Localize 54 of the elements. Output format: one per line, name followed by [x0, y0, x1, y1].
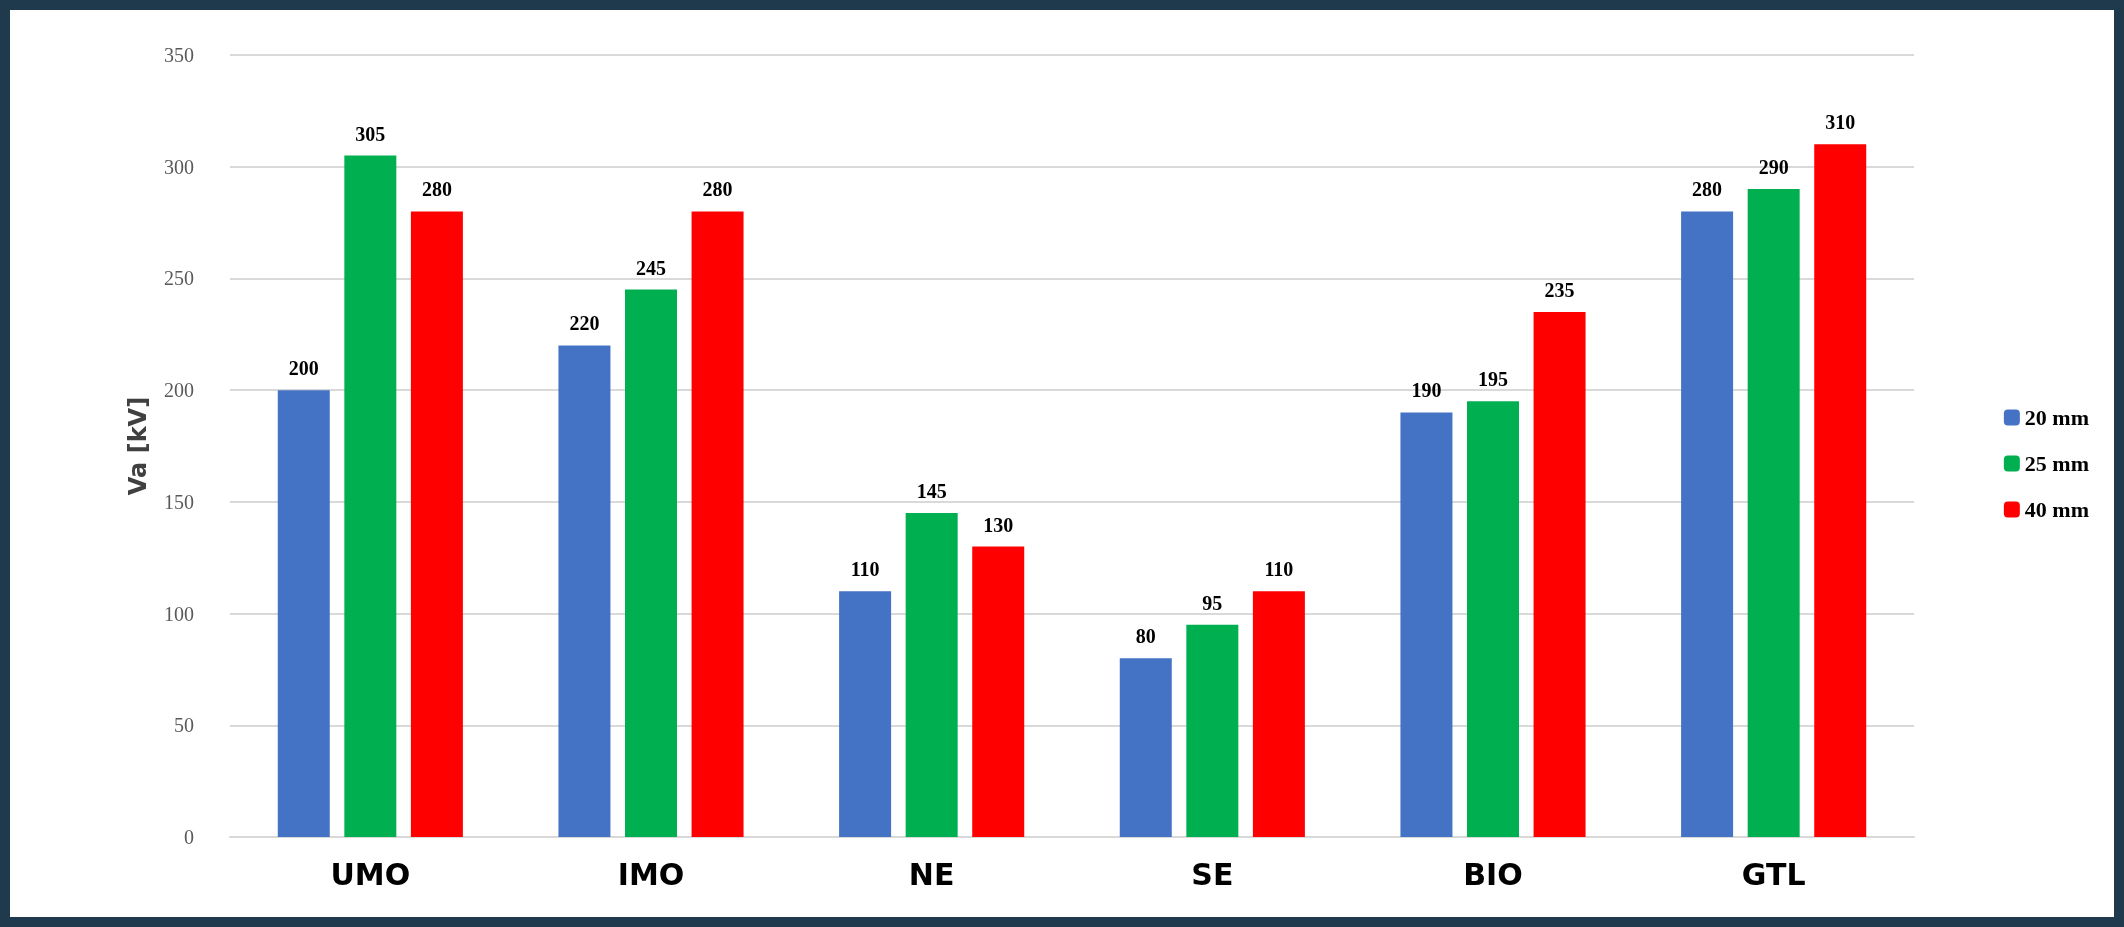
y-axis-title: Va [kV]: [124, 396, 152, 496]
y-tick-label: 350: [164, 44, 194, 66]
legend-label: 40 mm: [2024, 497, 2089, 522]
data-label: 280: [421, 178, 452, 201]
data-label: 220: [569, 312, 600, 335]
legend-label: 25 mm: [2024, 451, 2089, 476]
bar: [410, 211, 463, 837]
data-label: 305: [355, 122, 386, 145]
bar: [691, 211, 744, 837]
bar: [558, 345, 611, 837]
x-tick-label: GTL: [1741, 856, 1806, 892]
x-tick-label: IMO: [617, 856, 685, 892]
y-tick-label: 50: [174, 714, 194, 737]
data-label: 290: [1758, 156, 1789, 179]
bar: [1681, 211, 1734, 837]
x-tick-label: BIO: [1463, 856, 1523, 892]
data-label: 145: [916, 480, 947, 503]
bar: [1400, 412, 1453, 837]
x-tick-label: SE: [1191, 856, 1234, 892]
bar: [344, 155, 397, 837]
x-tick-label: UMO: [330, 856, 411, 892]
data-label: 280: [1692, 178, 1723, 201]
y-tick-label: 150: [164, 490, 194, 513]
bar: [1119, 658, 1172, 837]
y-tick-label: 200: [164, 379, 194, 402]
bar: [1467, 401, 1519, 837]
data-label: 110: [850, 558, 880, 581]
data-label: 95: [1202, 591, 1223, 614]
data-label: 235: [1544, 278, 1575, 301]
y-tick-label: 100: [164, 602, 194, 625]
data-label: 130: [983, 513, 1014, 536]
data-label: 280: [702, 178, 733, 201]
bar: [1814, 144, 1867, 837]
bar: [905, 513, 958, 837]
legend-label: 20 mm: [2024, 405, 2089, 430]
data-label: 110: [1264, 558, 1294, 581]
bar: [1747, 189, 1800, 837]
data-label: 245: [636, 256, 666, 279]
data-label: 190: [1411, 379, 1442, 402]
data-label: 195: [1478, 368, 1508, 391]
bar: [972, 546, 1025, 837]
bar: [1533, 311, 1586, 837]
data-label: 80: [1135, 625, 1156, 648]
data-label: 200: [288, 357, 319, 380]
bar: [625, 289, 677, 837]
y-tick-label: 0: [184, 826, 194, 848]
bar: [277, 390, 330, 837]
y-tick-label: 250: [164, 267, 194, 290]
x-tick-label: NE: [908, 856, 955, 892]
y-tick-label: 300: [164, 155, 194, 178]
bar: [839, 591, 892, 837]
bar: [1252, 591, 1305, 837]
bar: [1186, 624, 1239, 837]
data-label: 310: [1825, 111, 1856, 134]
